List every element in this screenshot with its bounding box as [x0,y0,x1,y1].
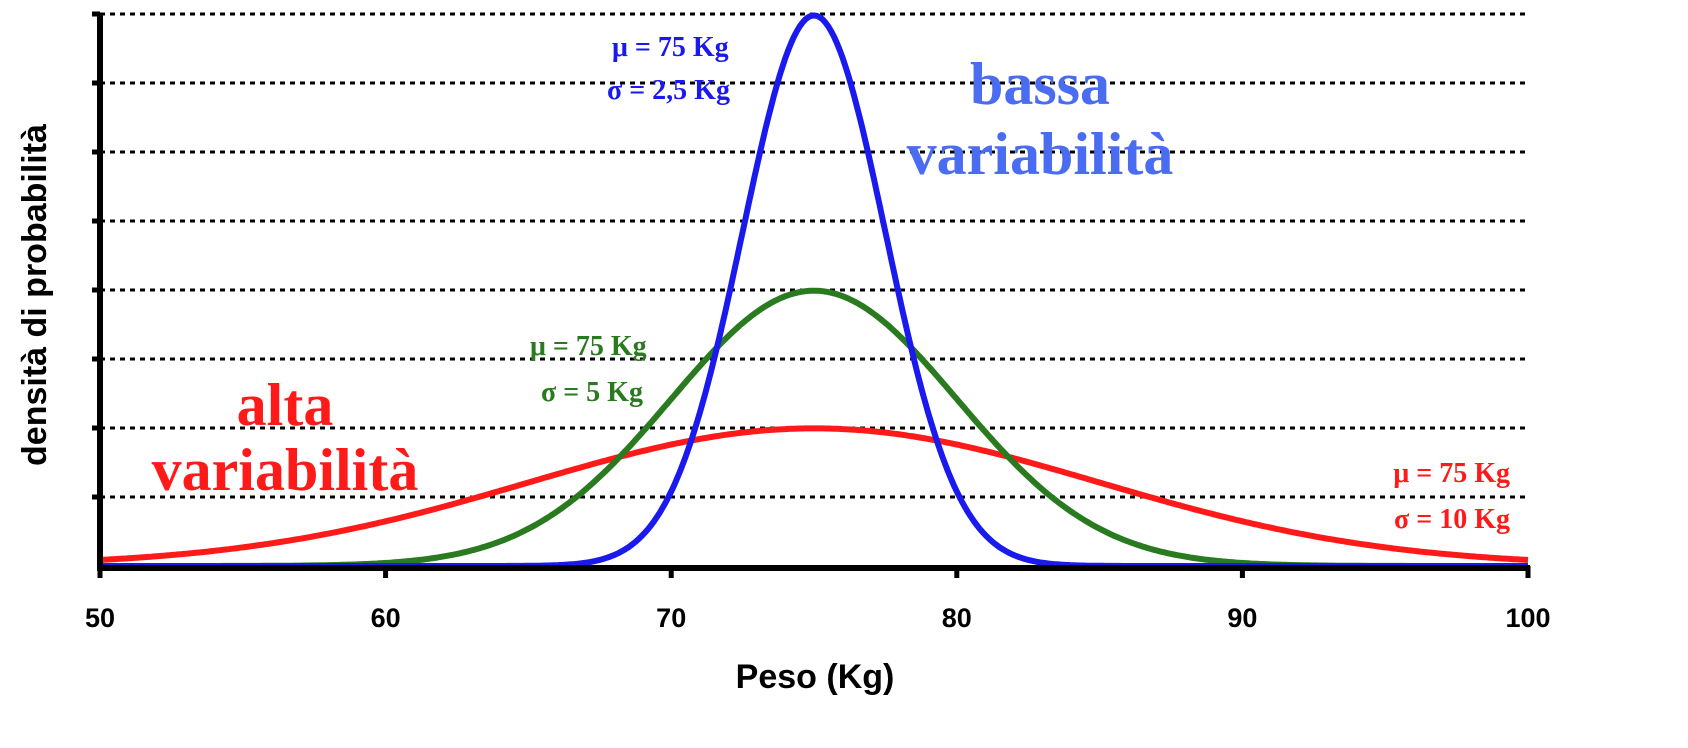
x-tick-label: 60 [371,603,401,633]
x-axis-title: Peso (Kg) [736,658,895,696]
low-variability-line1: bassa [970,51,1110,117]
red-mu-label: μ = 75 Kg [1393,458,1510,489]
y-axis-title: densità di probabilità [16,124,54,466]
red-sigma-label: σ = 10 Kg [1394,504,1510,535]
x-tick-label: 50 [85,603,115,633]
series-line-sigma-10 [99,425,1529,563]
y-ticks [92,11,100,500]
x-tick-label: 90 [1227,603,1257,633]
blue-sigma-label: σ = 2,5 Kg [607,75,730,106]
green-mu-label: μ = 75 Kg [530,331,647,362]
high-variability-line1: alta [237,372,334,438]
low-variability-line2: variabilità [907,121,1174,187]
green-sigma-label: σ = 5 Kg [541,377,643,408]
x-tick-label: 70 [656,603,686,633]
blue-mu-label: μ = 75 Kg [612,32,729,63]
x-ticks: 50 60 70 80 90 100 [85,566,1551,633]
x-tick-label: 100 [1505,603,1550,633]
high-variability-line2: variabilità [152,437,419,503]
x-tick-label: 80 [942,603,972,633]
